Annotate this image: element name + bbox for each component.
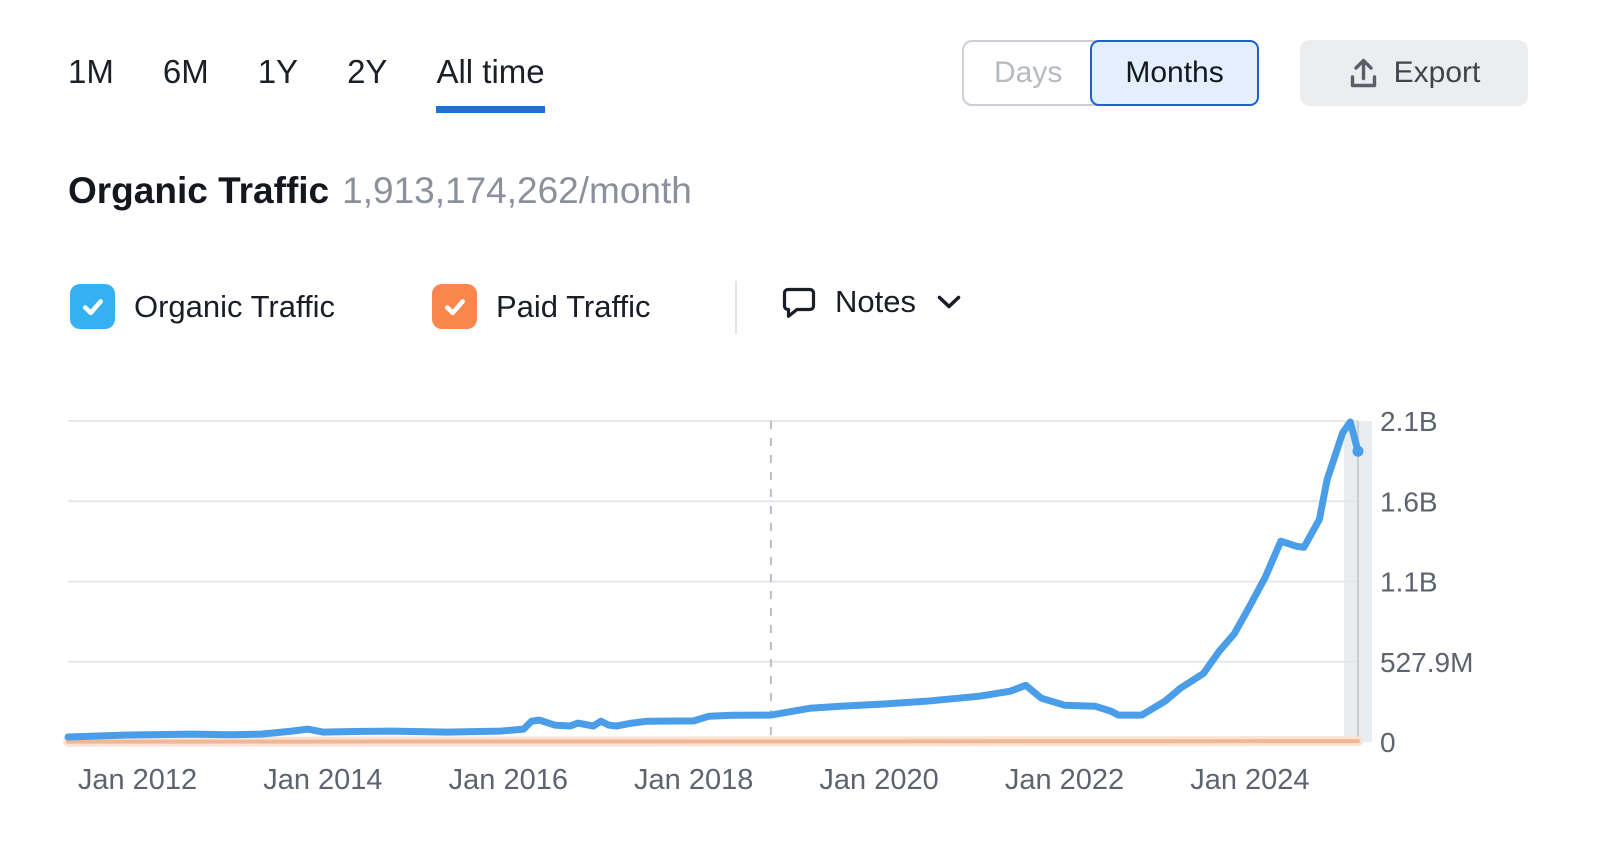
tab-1m[interactable]: 1M xyxy=(68,52,114,106)
tab-1y[interactable]: 1Y xyxy=(258,52,298,106)
tab-6m[interactable]: 6M xyxy=(163,52,209,106)
x-axis-label: Jan 2014 xyxy=(263,764,382,796)
x-axis-label: Jan 2022 xyxy=(1005,764,1124,796)
comment-icon xyxy=(780,283,818,321)
chevron-down-icon xyxy=(937,295,961,310)
check-icon xyxy=(82,298,103,315)
x-axis-label: Jan 2016 xyxy=(449,764,568,796)
check-icon xyxy=(444,298,465,315)
y-axis-label: 1.6B xyxy=(1380,486,1438,517)
x-axis-label: Jan 2024 xyxy=(1190,764,1309,796)
traffic-chart-svg: 0 527.9M 1.1B 1.6B 2.1B Jan 2012 Jan 2014 Jan 2… xyxy=(63,406,1473,796)
tab-all-time[interactable]: All time xyxy=(436,52,545,113)
legend-item-organic-traffic: Organic Traffic xyxy=(70,284,335,329)
legend-label-organic: Organic Traffic xyxy=(134,288,336,324)
legend-label-paid: Paid Traffic xyxy=(496,288,651,324)
notes-dropdown[interactable]: Notes xyxy=(780,283,961,321)
legend-item-paid-traffic: Paid Traffic xyxy=(432,284,651,329)
series-end-marker xyxy=(1352,445,1364,457)
export-label: Export xyxy=(1393,56,1481,89)
legend-divider xyxy=(735,281,737,334)
y-axis-label: 2.1B xyxy=(1380,406,1438,437)
metric-value: 1,913,174,262/month xyxy=(342,170,692,211)
x-axis-label: Jan 2012 xyxy=(78,764,197,796)
organic-traffic-checkbox[interactable] xyxy=(70,284,115,329)
y-axis-label: 1.1B xyxy=(1380,567,1438,598)
toggle-days[interactable]: Days xyxy=(964,42,1092,104)
y-axis-label: 527.9M xyxy=(1380,647,1473,678)
series-paid-traffic xyxy=(66,739,1360,744)
paid-traffic-checkbox[interactable] xyxy=(432,284,477,329)
x-axis-label: Jan 2020 xyxy=(819,764,938,796)
series-organic-traffic xyxy=(64,418,1362,741)
tab-2y[interactable]: 2Y xyxy=(347,52,387,106)
y-axis-label: 0 xyxy=(1380,727,1396,758)
metric-name: Organic Traffic xyxy=(68,170,330,211)
notes-label: Notes xyxy=(835,284,916,319)
upload-icon xyxy=(1348,57,1379,90)
page-title: Organic Traffic 1,913,174,262/month xyxy=(68,170,692,212)
traffic-chart: 0 527.9M 1.1B 1.6B 2.1B Jan 2012 Jan 2014 Jan 2… xyxy=(0,380,1600,840)
x-axis-label: Jan 2018 xyxy=(634,764,753,796)
time-range-tabs: 1M 6M 1Y 2Y All time xyxy=(68,52,545,113)
granularity-toggle: Days Months xyxy=(962,40,1259,106)
export-button[interactable]: Export xyxy=(1300,40,1528,106)
toggle-months[interactable]: Months xyxy=(1090,40,1259,106)
